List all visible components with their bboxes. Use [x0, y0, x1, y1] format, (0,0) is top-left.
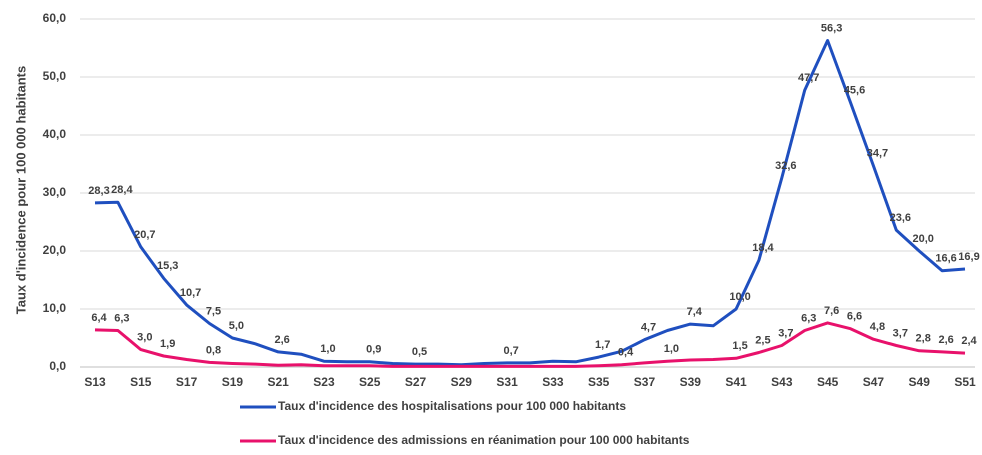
x-tick-label: S39 [680, 375, 702, 389]
data-label: 28,4 [111, 184, 133, 196]
x-tick-label: S19 [222, 375, 244, 389]
data-label: 34,7 [867, 148, 888, 160]
x-tick-label: S51 [954, 375, 976, 389]
data-label: 0,8 [206, 344, 221, 356]
series-line [94, 321, 966, 368]
x-tick-label: S23 [313, 375, 335, 389]
data-label: 4,8 [870, 321, 885, 333]
data-label: 2,6 [938, 334, 953, 346]
data-label: 3,7 [778, 327, 793, 339]
x-tick-label: S43 [771, 375, 793, 389]
data-label: 18,4 [752, 242, 774, 254]
y-tick-label: 50,0 [43, 69, 67, 83]
data-label: 23,6 [890, 212, 911, 224]
series-line [94, 39, 966, 367]
x-tick-label: S49 [909, 375, 931, 389]
data-label: 2,5 [755, 334, 770, 346]
x-tick-label: S25 [359, 375, 381, 389]
data-label: 56,3 [821, 22, 842, 34]
data-label: 3,0 [137, 332, 152, 344]
y-tick-label: 0,0 [49, 359, 66, 373]
x-tick-label: S15 [130, 375, 152, 389]
data-label: 16,6 [935, 253, 956, 265]
data-label: 16,9 [958, 251, 979, 263]
x-tick-label: S47 [863, 375, 885, 389]
data-label: 20,0 [912, 233, 933, 245]
data-label: 7,5 [206, 305, 221, 317]
data-label: 6,3 [114, 312, 129, 324]
x-tick-label: S31 [496, 375, 518, 389]
x-tick-label: S45 [817, 375, 839, 389]
data-label: 0,7 [503, 345, 518, 357]
x-tick-label: S33 [542, 375, 564, 389]
data-label: 10,0 [729, 291, 750, 303]
y-tick-label: 10,0 [43, 301, 67, 315]
y-tick-label: 20,0 [43, 243, 67, 257]
y-tick-label: 30,0 [43, 185, 67, 199]
data-label: 1,7 [595, 339, 610, 351]
data-label: 32,6 [775, 160, 796, 172]
x-tick-label: S21 [267, 375, 289, 389]
data-label: 2,8 [916, 333, 931, 345]
data-label: 6,6 [847, 311, 862, 323]
data-label: 6,4 [91, 312, 107, 324]
data-label: 4,7 [641, 322, 656, 334]
x-tick-label: S41 [725, 375, 747, 389]
y-tick-label: 40,0 [43, 127, 67, 141]
data-label: 28,3 [88, 185, 109, 197]
data-label: 1,9 [160, 338, 175, 350]
data-label: 1,0 [664, 343, 679, 355]
y-tick-label: 60,0 [43, 11, 67, 25]
data-label: 15,3 [157, 260, 178, 272]
data-label: 10,7 [180, 287, 201, 299]
data-label: 7,4 [687, 306, 703, 318]
x-tick-label: S35 [588, 375, 610, 389]
x-tick-label: S29 [451, 375, 473, 389]
data-label: 0,5 [412, 346, 427, 358]
data-label: 5,0 [229, 320, 244, 332]
data-label: 7,6 [824, 305, 839, 317]
data-label: 45,6 [844, 84, 865, 96]
data-label: 1,0 [320, 343, 335, 355]
legend-label: Taux d'incidence des hospitalisations po… [278, 399, 626, 413]
x-tick-label: S37 [634, 375, 656, 389]
legend-label: Taux d'incidence des admissions en réani… [278, 433, 690, 447]
data-label: 3,7 [893, 327, 908, 339]
x-tick-label: S17 [176, 375, 198, 389]
y-axis-title: Taux d'incidence pour 100 000 habitants [13, 66, 28, 314]
data-label: 0,4 [618, 347, 634, 359]
data-label: 2,4 [961, 335, 977, 347]
x-tick-label: S13 [84, 375, 106, 389]
data-label: 0,9 [366, 344, 381, 356]
data-label: 20,7 [134, 229, 155, 241]
x-tick-label: S27 [405, 375, 427, 389]
data-label: 2,6 [275, 334, 290, 346]
data-label: 6,3 [801, 312, 816, 324]
data-label: 1,5 [732, 340, 747, 352]
data-label: 47,7 [798, 72, 819, 84]
